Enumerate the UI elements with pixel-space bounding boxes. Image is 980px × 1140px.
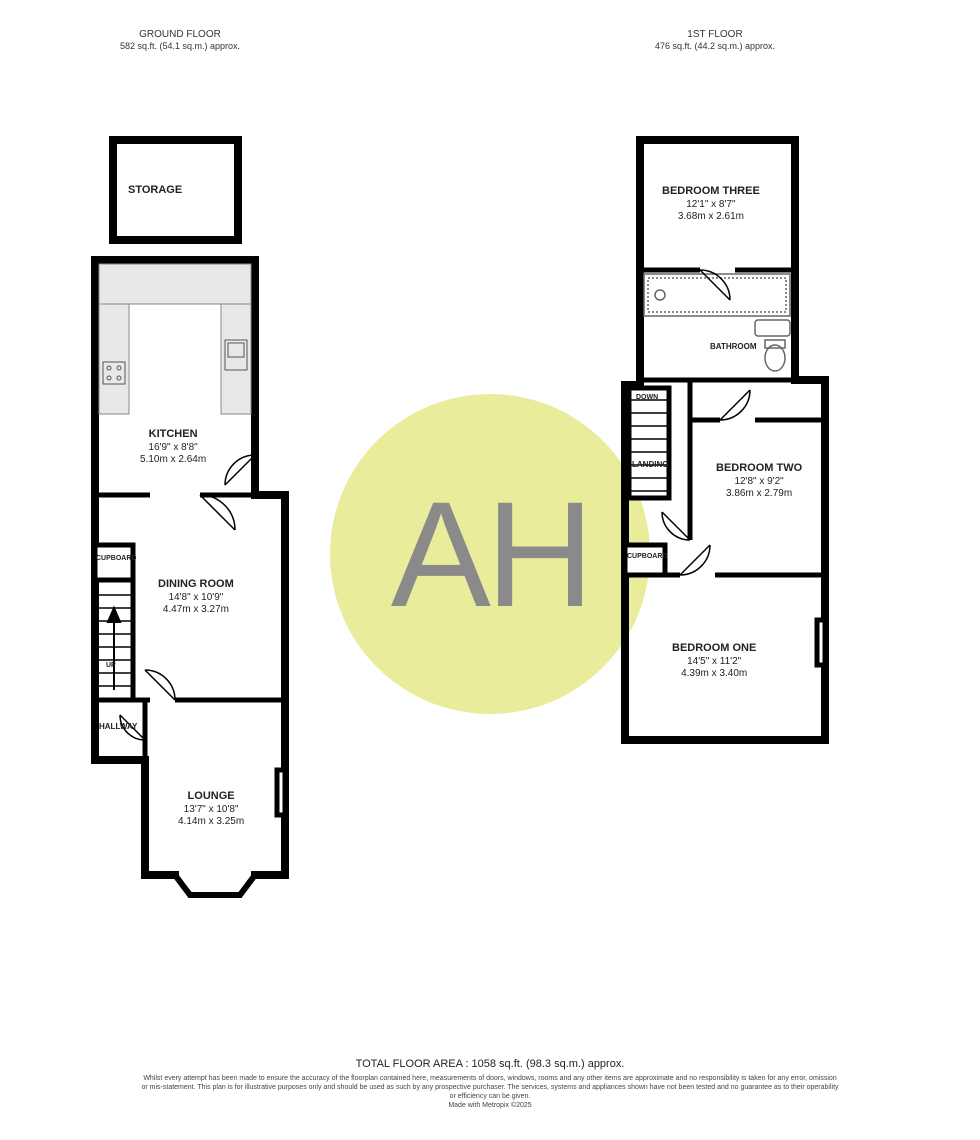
storage-label: STORAGE (128, 184, 182, 198)
bathroom-label: BATHROOM (710, 342, 757, 351)
up-label: UP (106, 662, 116, 669)
down-label: DOWN (636, 394, 658, 401)
footer: TOTAL FLOOR AREA : 1058 sq.ft. (98.3 sq.… (140, 1058, 840, 1110)
credit: Made with Metropix ©2025 (140, 1101, 840, 1110)
floorplan-container: AH GROUND FLOOR 582 sq.ft. (54.1 sq.m.) … (0, 0, 980, 1140)
disclaimer: Whilst every attempt has been made to en… (140, 1074, 840, 1101)
landing-label: LANDING (632, 460, 668, 469)
bed3-label: BEDROOM THREE 12'1" x 8'7" 3.68m x 2.61m (662, 185, 760, 224)
ground-floor-title: GROUND FLOOR 582 sq.ft. (54.1 sq.m.) app… (100, 28, 260, 53)
cupboard-ground-label: CUPBOARD (96, 555, 136, 562)
first-floor-title: 1ST FLOOR 476 sq.ft. (44.2 sq.m.) approx… (635, 28, 795, 53)
kitchen-label: KITCHEN 16'9" x 8'8" 5.10m x 2.64m (140, 428, 206, 467)
bed2-label: BEDROOM TWO 12'8" x 9'2" 3.86m x 2.79m (716, 462, 802, 501)
bed1-label: BEDROOM ONE 14'5" x 11'2" 4.39m x 3.40m (672, 642, 756, 681)
dining-label: DINING ROOM 14'8" x 10'9" 4.47m x 3.27m (158, 578, 234, 617)
lounge-label: LOUNGE 13'7" x 10'8" 4.14m x 3.25m (178, 790, 244, 829)
cupboard-first-label: CUPBOARD (627, 553, 667, 560)
hallway-label: HALLWAY (99, 722, 137, 731)
first-floor-plan (0, 0, 980, 1140)
total-area: TOTAL FLOOR AREA : 1058 sq.ft. (98.3 sq.… (140, 1058, 840, 1070)
